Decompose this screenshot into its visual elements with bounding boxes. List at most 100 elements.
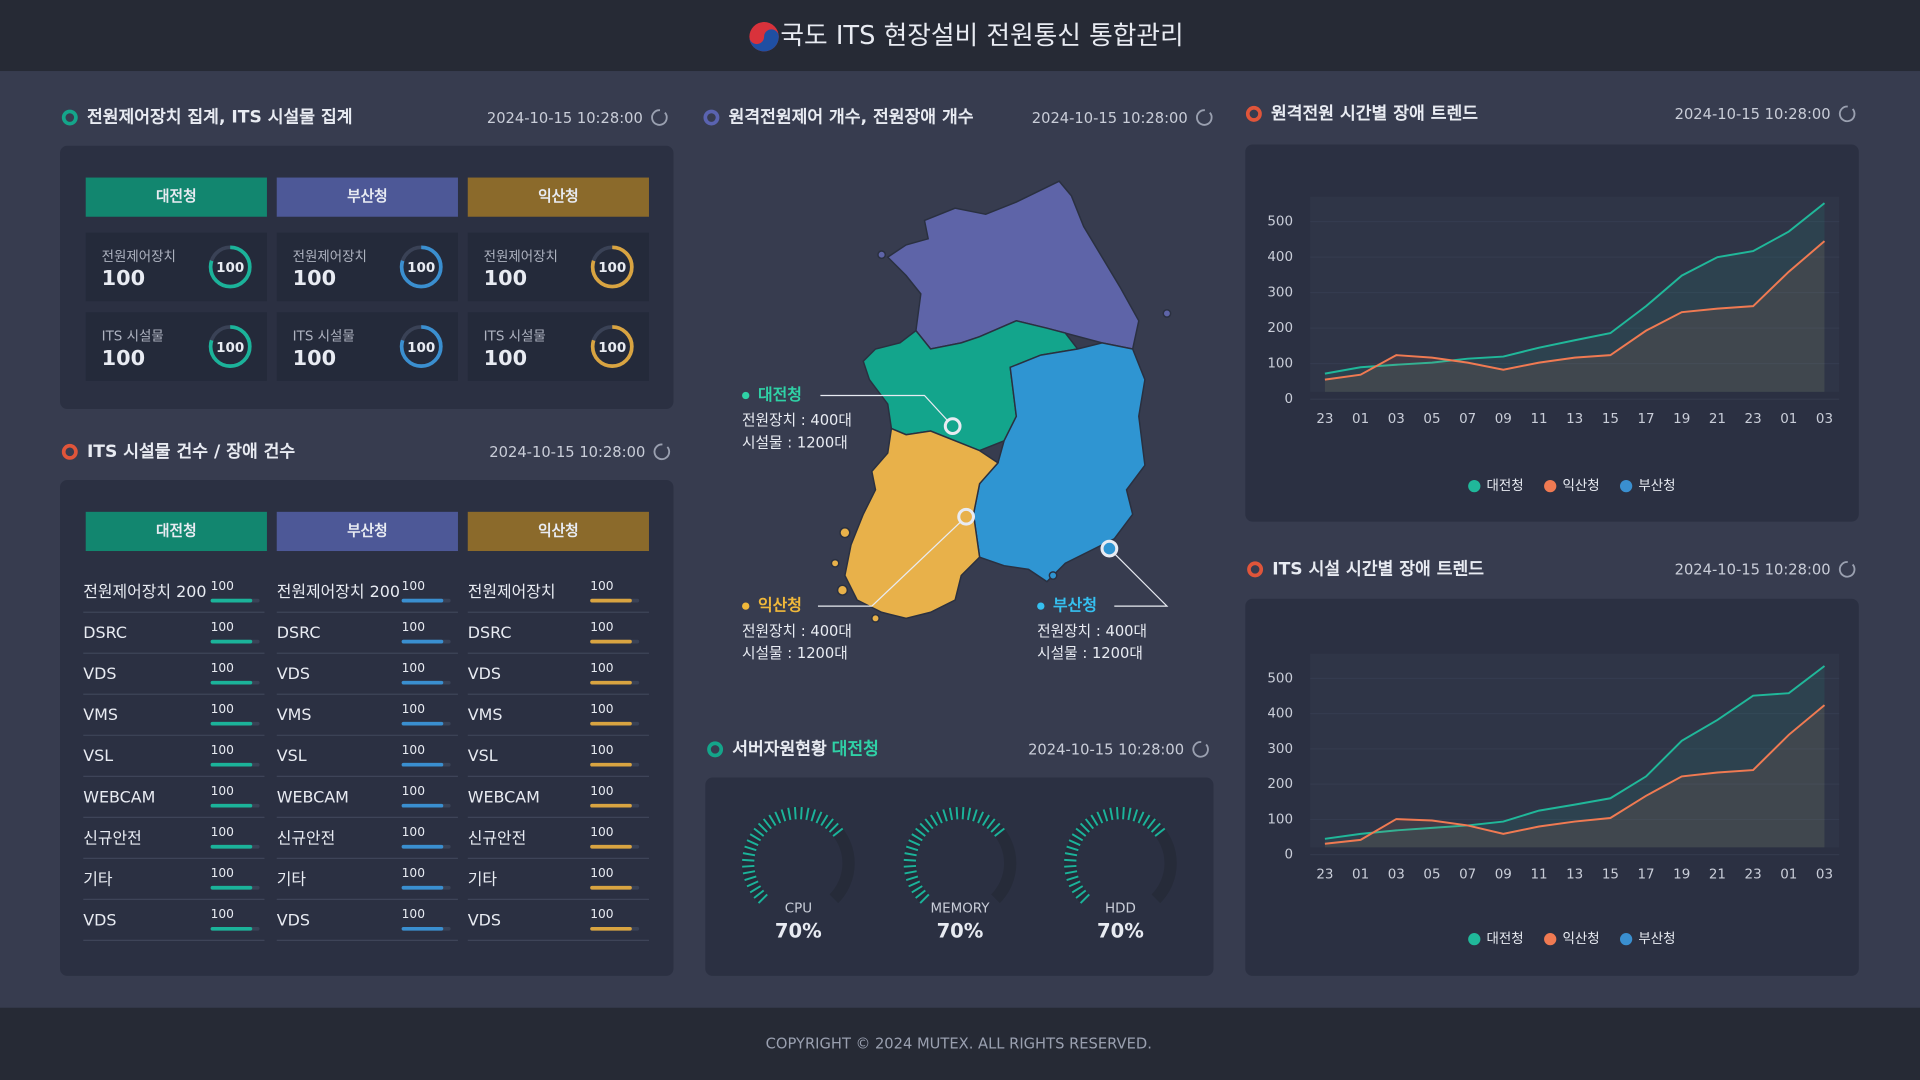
gauge-value: 100 — [216, 341, 244, 356]
panel-icon — [1247, 561, 1264, 578]
card-label: ITS 시설물 — [484, 329, 546, 345]
y-tick-label: 500 — [1267, 215, 1293, 230]
refresh-icon — [653, 443, 671, 460]
facility-name: VDS — [468, 910, 501, 929]
region-header — [467, 177, 649, 217]
region-header-label: 부산청 — [347, 188, 388, 205]
card-label: ITS 시설물 — [102, 329, 164, 345]
x-tick-label: 03 — [1816, 867, 1833, 882]
y-tick-label: 300 — [1267, 286, 1293, 301]
gauge-tick — [961, 806, 965, 820]
facility-value: 100 — [590, 907, 613, 921]
bar — [210, 926, 253, 931]
card-label: 전원제어장치 — [102, 249, 176, 265]
region-header-label: 익산청 — [538, 187, 579, 205]
facility-name: 신규안전 — [83, 828, 142, 847]
callout-dot — [742, 602, 750, 610]
gauge-tick — [1066, 845, 1079, 852]
facility-value: 100 — [211, 866, 234, 880]
gauge-tick — [742, 858, 755, 862]
gauge-tick — [919, 893, 930, 904]
gauge-tick — [744, 875, 757, 881]
gauge-arc — [399, 325, 443, 368]
header-bar — [0, 0, 1920, 72]
gauge-tick — [757, 822, 768, 833]
facility-name: 기타 — [277, 869, 307, 888]
gauge-tick — [1109, 807, 1114, 821]
facility-name: VSL — [468, 746, 498, 765]
legend-dot — [1544, 480, 1557, 493]
card-label: ITS 시설물 — [293, 329, 355, 345]
x-tick-label: 15 — [1602, 867, 1619, 882]
series-area — [1324, 705, 1825, 848]
gauge-tick — [774, 811, 782, 824]
facility-name: 기타 — [468, 869, 498, 888]
gauge-tick — [911, 885, 923, 894]
legend-label: 익산청 — [1562, 931, 1599, 947]
bar — [590, 885, 632, 890]
bar — [590, 639, 632, 644]
x-tick-label: 01 — [1780, 867, 1797, 882]
refresh-icon — [1196, 109, 1213, 126]
x-tick-label: 05 — [1423, 412, 1440, 427]
legend-dot — [1544, 933, 1557, 946]
legend-dot — [1468, 933, 1481, 946]
region-header — [85, 177, 267, 217]
gauge-tick — [1071, 885, 1084, 894]
facility-name: 기타 — [83, 869, 113, 888]
x-tick-label: 07 — [1459, 412, 1476, 427]
facility-value: 100 — [402, 743, 425, 757]
legend-dot — [1620, 933, 1633, 946]
footer-bar — [0, 1007, 1920, 1080]
legend-label: 대전청 — [1487, 478, 1524, 494]
gauge-arc — [208, 325, 252, 368]
facility-name: DSRC — [468, 623, 512, 642]
x-tick-label: 23 — [1745, 412, 1762, 427]
card-label: 전원제어장치 — [484, 249, 558, 265]
panel-title: 원격전원제어 개수, 전원장애 개수 — [729, 108, 974, 128]
bar — [210, 721, 253, 726]
facility-value: 100 — [211, 661, 234, 675]
gauge-value: 100 — [598, 341, 626, 356]
card-value: 100 — [102, 266, 145, 290]
panel-icon — [61, 443, 78, 460]
gauge-tick — [904, 870, 917, 875]
gauge-tick — [1075, 889, 1087, 899]
facility-value: 100 — [211, 620, 234, 634]
gauge-tick — [1154, 827, 1166, 837]
bar — [590, 762, 632, 767]
region-header — [85, 511, 267, 552]
facility-value: 100 — [402, 579, 425, 593]
facility-name: VDS — [83, 664, 116, 683]
bar — [210, 680, 253, 685]
facility-name: VSL — [277, 746, 307, 765]
series-line — [1324, 704, 1826, 845]
x-tick-label: 21 — [1709, 412, 1726, 427]
y-tick-label: 100 — [1267, 357, 1293, 372]
gauge-tick — [908, 880, 921, 888]
bar — [210, 803, 253, 808]
x-tick-label: 11 — [1530, 867, 1547, 882]
panel-title-region: 대전청 — [832, 738, 879, 759]
bar — [401, 926, 444, 931]
korea-map — [830, 180, 1172, 623]
x-tick-label: 23 — [1316, 412, 1333, 427]
gauge-tick — [742, 870, 756, 875]
panel-icon — [61, 109, 78, 126]
facility-name: WEBCAM — [468, 787, 540, 806]
gauge-fill — [742, 806, 844, 904]
gauge-tick — [1066, 875, 1079, 881]
gauge-tick — [1068, 880, 1081, 888]
facility-value: 100 — [211, 784, 234, 798]
card-value: 100 — [484, 266, 527, 290]
gauge-tick — [1096, 811, 1104, 824]
bar — [401, 598, 444, 603]
gauge-tick — [1142, 814, 1151, 827]
legend-dot — [1468, 480, 1481, 493]
facility-value: 100 — [211, 907, 234, 921]
facility-name: DSRC — [277, 623, 321, 642]
gauge-tick — [994, 827, 1005, 837]
facility-value: 100 — [590, 866, 613, 880]
bar — [590, 803, 632, 808]
gauge-tick — [903, 858, 917, 862]
